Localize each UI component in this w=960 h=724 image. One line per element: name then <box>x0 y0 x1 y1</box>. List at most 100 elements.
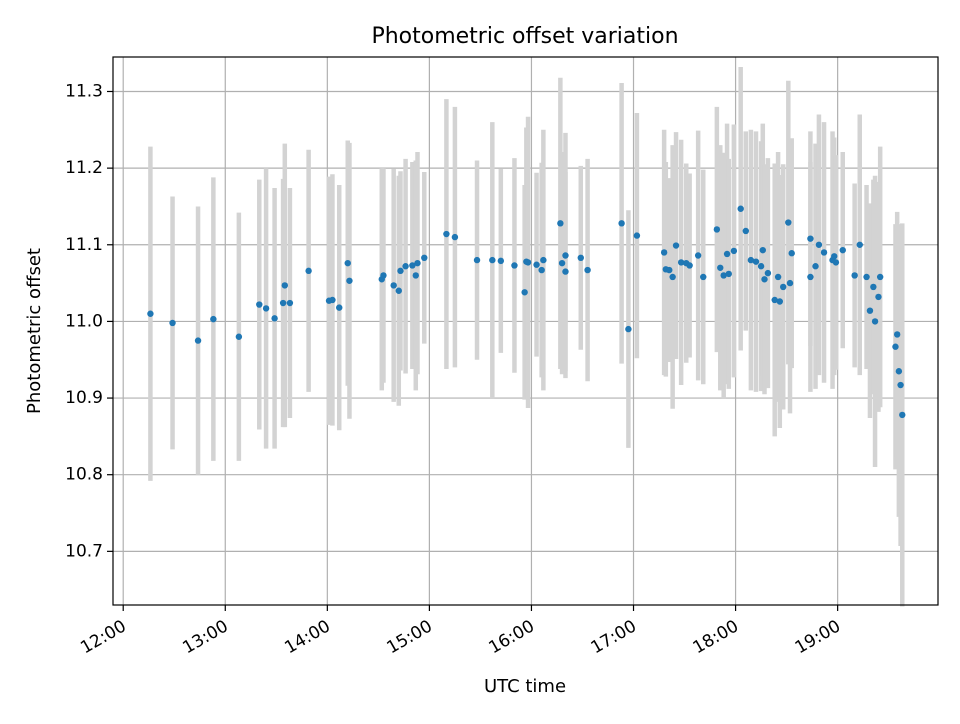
data-point <box>788 250 795 257</box>
data-point <box>169 319 176 327</box>
data-point <box>521 289 528 296</box>
data-point <box>618 220 625 227</box>
data-point <box>730 247 738 255</box>
data-point <box>286 299 294 307</box>
data-point <box>856 241 863 248</box>
y-axis-label: Photometric offset <box>24 248 45 414</box>
data-point <box>839 246 846 254</box>
data-point <box>194 337 202 344</box>
plot-frame <box>112 56 939 606</box>
data-point <box>421 254 428 262</box>
data-point <box>562 252 569 259</box>
data-point <box>759 246 766 254</box>
data-point <box>761 276 768 283</box>
y-tick-label: 11.0 <box>65 311 103 331</box>
data-point <box>584 266 591 274</box>
data-point <box>764 269 772 277</box>
data-point <box>625 325 632 333</box>
data-point <box>876 273 884 281</box>
data-point <box>776 298 784 305</box>
data-point <box>807 235 814 242</box>
data-point <box>390 282 397 289</box>
y-axis-ticks: 10.7 10.8 10.9 11.0 11.1 11.2 11.3 <box>65 81 113 561</box>
data-point <box>752 258 760 265</box>
data-point <box>725 270 732 278</box>
data-point <box>666 266 673 274</box>
data-point <box>660 249 668 256</box>
data-point <box>899 411 906 419</box>
data-point <box>305 267 312 275</box>
data-points <box>147 205 906 419</box>
data-point <box>786 279 794 287</box>
data-point <box>256 301 263 308</box>
data-point <box>346 277 353 284</box>
data-point <box>540 256 547 264</box>
y-tick-label: 11.3 <box>65 81 103 101</box>
data-point <box>742 227 749 235</box>
data-point <box>897 381 904 389</box>
data-point <box>871 318 879 325</box>
data-point <box>866 307 874 314</box>
data-point <box>700 273 707 281</box>
data-point <box>686 262 693 269</box>
data-point <box>397 267 404 275</box>
data-point <box>524 259 532 266</box>
data-point <box>271 315 278 322</box>
x-tick-label: 13:00 <box>179 616 231 658</box>
data-point <box>344 259 351 267</box>
error-bars <box>148 66 905 607</box>
x-tick-label: 17:00 <box>588 616 640 658</box>
x-tick-label: 14:00 <box>281 616 333 658</box>
data-point <box>497 257 505 265</box>
data-point <box>737 205 744 212</box>
data-point <box>262 305 270 312</box>
data-point <box>717 264 724 271</box>
data-point <box>281 282 289 289</box>
data-point <box>380 272 387 279</box>
data-point <box>892 343 899 350</box>
data-point <box>832 259 840 266</box>
data-point <box>747 256 755 264</box>
data-point <box>409 262 416 269</box>
data-point <box>812 263 819 270</box>
data-point <box>713 226 721 233</box>
data-point <box>562 268 569 275</box>
data-point <box>235 333 243 340</box>
x-axis-ticks: 12:00 13:00 14:00 15:00 16:00 17:00 18:00 19:00 <box>77 605 844 658</box>
data-point <box>633 232 641 239</box>
data-point <box>557 220 564 227</box>
data-point <box>774 273 782 281</box>
data-point <box>757 263 765 270</box>
data-point <box>414 259 421 267</box>
data-point <box>329 296 336 304</box>
data-point <box>669 273 676 281</box>
y-tick-label: 10.7 <box>65 541 103 561</box>
x-axis-label: UTC time <box>484 676 566 697</box>
data-point <box>577 254 584 262</box>
data-point <box>720 272 727 279</box>
data-point <box>780 283 787 291</box>
data-point <box>672 242 680 249</box>
data-point <box>558 259 566 267</box>
data-point <box>863 273 870 281</box>
data-point <box>694 252 702 259</box>
data-point <box>831 253 838 260</box>
x-tick-label: 15:00 <box>383 616 435 658</box>
y-tick-label: 10.9 <box>65 388 103 408</box>
y-tick-label: 11.2 <box>65 158 103 178</box>
data-point <box>723 250 731 258</box>
x-tick-label: 18:00 <box>690 616 742 658</box>
data-point <box>815 241 823 248</box>
y-tick-label: 11.1 <box>65 235 103 255</box>
data-point <box>771 296 778 304</box>
x-tick-label: 12:00 <box>77 616 129 658</box>
data-point <box>210 315 217 323</box>
chart-title: Photometric offset variation <box>371 24 678 49</box>
data-point <box>402 263 409 270</box>
y-tick-label: 10.8 <box>65 465 103 485</box>
data-point <box>807 273 814 281</box>
data-point <box>336 304 343 311</box>
data-point <box>870 283 877 291</box>
